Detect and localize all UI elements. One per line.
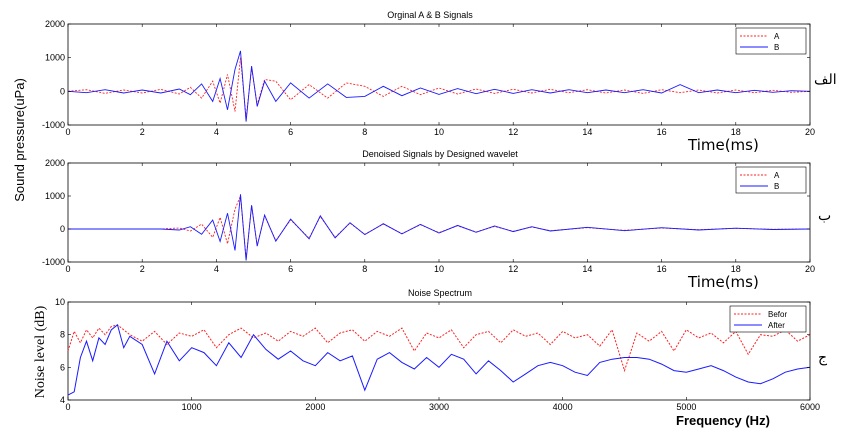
x-tick-label: 10: [434, 127, 444, 137]
legend-label: Befor: [768, 310, 787, 319]
panel-noise-spectrum: Noise Spectrum 0 1000 2000 3000 4000 5000 6000…: [33, 288, 828, 428]
plot-area: [67, 50, 811, 122]
panel-original-signals: Orginal A & B Signals 0 2 4 6 8 10 12 14 16 18 20 …: [42, 10, 837, 154]
y-tick-labels: 4 6 8 10: [55, 297, 810, 405]
plot-area: [67, 324, 811, 396]
x-tick-label: 0: [65, 264, 70, 274]
panel-denoised-signals: Denoised Signals by Designed wavelet 0 2 4…: [42, 149, 831, 291]
y-axis-label: Noise level (dB): [33, 305, 48, 398]
x-tick-label: 20: [805, 127, 815, 137]
plot-area: [68, 194, 811, 261]
legend-label: B: [774, 182, 779, 191]
plot-frame: [67, 23, 811, 126]
x-tick-label: 18: [731, 127, 741, 137]
y-tick-label: 2000: [45, 19, 65, 29]
x-tick-label: 2: [140, 127, 145, 137]
x-tick-label: 0: [65, 402, 70, 412]
legend-box: [735, 27, 807, 55]
legend-box: [729, 305, 807, 333]
y-tick-label: 2000: [45, 158, 65, 168]
plot-frame: [67, 162, 811, 263]
legend-label: A: [774, 32, 780, 41]
series-line-after: [67, 324, 811, 396]
y-tick-label: 8: [60, 330, 65, 340]
legend-box: [735, 166, 807, 194]
series-line-b: [68, 194, 811, 261]
x-tick-label: 14: [582, 264, 592, 274]
x-tick-label: 8: [362, 127, 367, 137]
x-tick-labels: 0 1000 2000 3000 4000 5000 6000: [65, 302, 820, 412]
x-tick-label: 1000: [182, 402, 202, 412]
panel-title: Denoised Signals by Designed wavelet: [362, 149, 518, 159]
x-tick-label: 8: [362, 264, 367, 274]
x-tick-label: 18: [731, 264, 741, 274]
x-tick-label: 4: [214, 264, 219, 274]
x-tick-label: 6: [288, 127, 293, 137]
x-tick-labels: 0 2 4 6 8 10 12 14 16 18 20: [65, 163, 815, 274]
y-tick-label: 1000: [45, 191, 65, 201]
x-tick-label: 2: [140, 264, 145, 274]
panel-side-label: ج: [818, 350, 828, 366]
y-tick-labels: -1000 0 1000 2000: [42, 158, 810, 267]
legend: AB: [735, 166, 807, 194]
x-tick-label: 12: [508, 264, 518, 274]
series-line-befor: [67, 324, 811, 373]
series-line-a: [68, 195, 811, 259]
y-tick-labels: -1000 0 1000 2000: [42, 19, 810, 130]
x-tick-label: 14: [582, 127, 592, 137]
x-tick-label: 20: [805, 264, 815, 274]
y-tick-label: 1000: [45, 53, 65, 63]
panel-side-label: الف: [814, 72, 837, 88]
y-tick-label: 6: [60, 362, 65, 372]
panel-title: Orginal A & B Signals: [387, 10, 473, 20]
y-tick-label: 0: [60, 86, 65, 96]
x-axis-label: Frequency (Hz): [676, 413, 770, 428]
x-axis-label: Time(ms): [687, 273, 759, 291]
y-tick-label: -1000: [42, 257, 65, 267]
x-tick-labels: 0 2 4 6 8 10 12 14 16 18 20: [65, 24, 815, 137]
legend: Befor After: [729, 305, 807, 333]
x-tick-label: 10: [434, 264, 444, 274]
panel-title: Noise Spectrum: [408, 288, 472, 298]
x-tick-label: 5000: [676, 402, 696, 412]
legend-label: After: [768, 321, 785, 330]
x-tick-label: 2000: [305, 402, 325, 412]
legend-label: A: [774, 171, 780, 180]
x-tick-label: 6000: [800, 402, 820, 412]
panel-side-label: ب: [818, 208, 831, 224]
series-line-b: [67, 50, 811, 122]
x-tick-label: 3000: [429, 402, 449, 412]
x-tick-label: 4: [214, 127, 219, 137]
y-tick-label: 4: [60, 395, 65, 405]
x-tick-label: 12: [508, 127, 518, 137]
y-tick-label: 0: [60, 224, 65, 234]
y-axis-label: Sound pressure(uPa): [12, 78, 27, 202]
y-tick-label: -1000: [42, 120, 65, 130]
x-tick-label: 6: [288, 264, 293, 274]
plot-frame: [67, 301, 811, 401]
x-axis-label: Time(ms): [687, 136, 759, 154]
legend: AB: [735, 27, 807, 55]
legend-label: B: [774, 43, 779, 52]
x-tick-label: 4000: [553, 402, 573, 412]
x-tick-label: 16: [657, 264, 667, 274]
y-tick-label: 10: [55, 297, 65, 307]
x-tick-label: 0: [65, 127, 70, 137]
x-tick-label: 16: [657, 127, 667, 137]
